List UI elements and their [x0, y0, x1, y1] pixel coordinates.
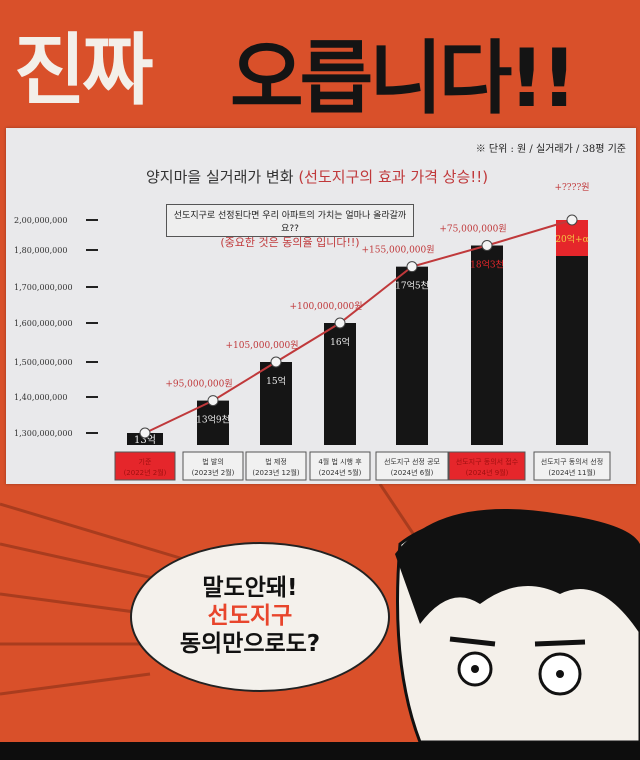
comic-background: [0, 484, 640, 742]
y-tick-label: 1,40,000,000: [14, 393, 67, 402]
y-tick-label: 2,00,000,000: [14, 216, 67, 225]
category-box: [182, 451, 244, 481]
category-date: (2024년 11월): [548, 468, 596, 477]
bar: [324, 323, 356, 445]
y-tick-label: 1,300,000,000: [14, 429, 73, 438]
trend-point: [207, 395, 219, 407]
bar-value-label: 20억+α: [555, 233, 588, 245]
trend-point: [270, 356, 282, 368]
category-label: 선도지구 동의서 접수: [456, 457, 519, 466]
increase-label: +95,000,000원: [165, 379, 232, 390]
note-line2: (중요한 것은 동의율 입니다!!): [220, 236, 360, 249]
bar-value-label: 16억: [330, 336, 350, 348]
chart-title-highlight: (선도지구의 효과 가격 상승!!): [298, 168, 489, 186]
bar-value-label: 13억9천: [196, 414, 230, 426]
increase-label: +105,000,000원: [225, 340, 298, 351]
unit-note: ※ 단위 : 원 / 실거래가 / 38평 기준: [475, 144, 626, 155]
category-label: 선도지구 선정 공모: [384, 457, 441, 466]
bar: [127, 433, 163, 445]
headline-part2: 오릅니다!!: [230, 32, 577, 125]
category-box: [375, 451, 449, 481]
trend-point: [406, 261, 418, 273]
category-date: (2024년 6월): [391, 468, 434, 477]
bar-highlight-segment: [556, 220, 588, 256]
category-label: 법 발의: [202, 457, 224, 466]
category-date: (2022년 2월): [124, 468, 167, 477]
category-label: 법 제정: [265, 457, 287, 466]
bar-value-label: 18억3천: [470, 259, 504, 271]
bubble-line3: 동의만으로도?: [179, 631, 321, 657]
category-label: 4월 법 시행 후: [318, 457, 362, 466]
increase-label: +100,000,000원: [289, 301, 362, 312]
character-face-icon: [395, 509, 640, 742]
bar: [471, 245, 503, 445]
speech-bubble-text: 말도안돼! 선도지구 동의만으로도?: [135, 574, 365, 658]
bubble-line1: 말도안돼!: [202, 575, 298, 601]
headline: 진짜 오릅니다!!: [0, 6, 640, 125]
bubble-line2: 선도지구: [207, 603, 293, 629]
category-label: 기준: [139, 457, 152, 466]
increase-label: +155,000,000원: [361, 245, 434, 256]
headline-part1: 진짜: [14, 26, 154, 116]
trend-point: [481, 240, 493, 251]
comic-illustration: 말도안돼! 선도지구 동의만으로도?: [0, 484, 640, 742]
bar-value-label: 13억: [134, 434, 156, 446]
category-date: (2024년 5월): [319, 468, 362, 477]
chart-title-main: 양지마을 실거래가 변화: [146, 168, 294, 186]
y-tick-label: 1,80,000,000: [14, 246, 67, 255]
speech-bubble: [130, 542, 390, 692]
footer-bar: [0, 742, 640, 760]
bar: [197, 400, 229, 445]
chart-board: ※ 단위 : 원 / 실거래가 / 38평 기준 양지마을 실거래가 변화 (선…: [6, 128, 636, 484]
category-box: [448, 451, 526, 481]
category-date: (2023년 2월): [192, 468, 235, 477]
bar: [556, 220, 588, 445]
bar: [260, 362, 292, 445]
category-box: [114, 451, 176, 481]
y-tick-label: 1,600,000,000: [14, 319, 73, 328]
category-label: 선도지구 동의서 선정: [541, 457, 603, 466]
bar-value-label: 15억: [266, 375, 286, 387]
category-box: [533, 451, 611, 481]
trend-point: [334, 317, 346, 329]
bar: [396, 266, 428, 445]
bar-chart: 1,300,000,000 1,40,000,000 1,500,000,000 1,…: [14, 182, 611, 481]
category-box: [309, 451, 371, 481]
note-box: 선도지구로 선정된다면 우리 아파트의 가치는 얼마나 올라갈까요?? (중요한…: [166, 204, 414, 249]
category-date: (2024년 9월): [466, 468, 509, 477]
trend-point: [139, 427, 151, 439]
note-line1: 선도지구로 선정된다면 우리 아파트의 가치는 얼마나 올라갈까요??: [173, 211, 407, 234]
increase-label: +75,000,000원: [439, 224, 506, 235]
category-date: (2023년 12월): [252, 468, 300, 477]
y-tick-label: 1,500,000,000: [14, 358, 73, 367]
chart-title: 양지마을 실거래가 변화 (선도지구의 효과 가격 상승!!): [146, 166, 488, 187]
y-tick-label: 1,700,000,000: [14, 283, 73, 292]
bar-value-label: 17억5천: [395, 280, 429, 292]
trend-point: [566, 214, 578, 226]
category-box: [245, 451, 307, 481]
increase-label: +????원: [554, 182, 589, 193]
